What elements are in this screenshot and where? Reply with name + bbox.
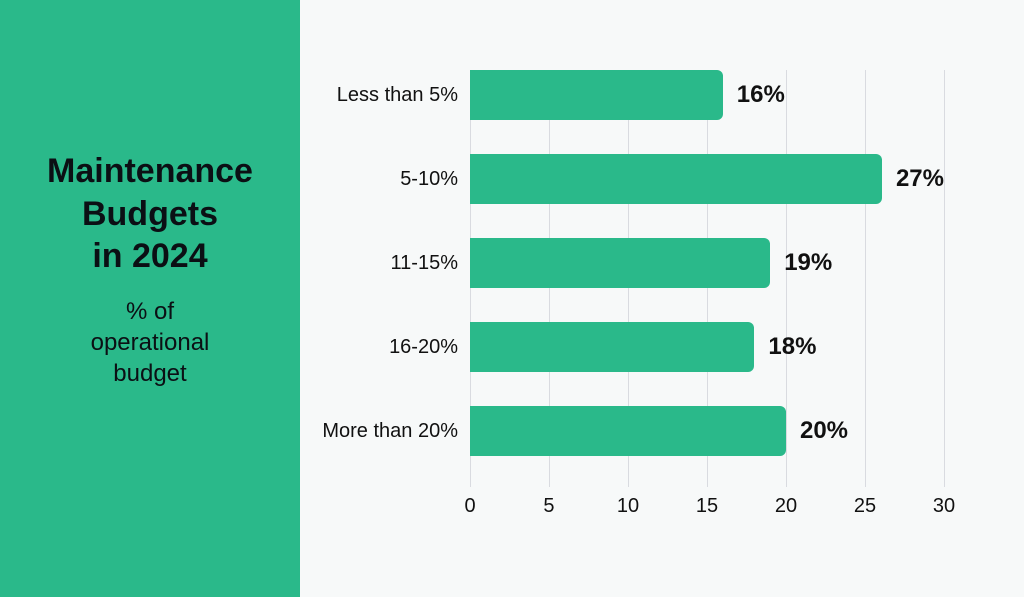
category-label: 16-20% <box>389 336 458 359</box>
gridline <box>944 70 945 487</box>
x-tick-label: 30 <box>933 495 955 518</box>
x-axis: 051015202530 <box>470 487 944 527</box>
bar-value-label: 16% <box>737 81 785 109</box>
bar <box>470 154 882 204</box>
left-panel: Maintenance Budgets in 2024 % of operati… <box>0 0 300 597</box>
subtitle-line-3: budget <box>113 360 186 387</box>
category-label: More than 20% <box>322 420 458 443</box>
title-line-3: in 2024 <box>92 237 207 275</box>
title-line-1: Maintenance <box>47 152 253 190</box>
bar-chart: Less than 5%16%5-10%27%11-15%19%16-20%18… <box>310 70 964 527</box>
category-label: 11-15% <box>391 252 458 275</box>
x-tick-label: 10 <box>617 495 639 518</box>
x-tick-label: 25 <box>854 495 876 518</box>
bar-row: Less than 5%16% <box>470 70 944 120</box>
category-label: Less than 5% <box>337 84 458 107</box>
bar <box>470 406 786 456</box>
category-label: 5-10% <box>400 168 458 191</box>
bar-row: 5-10%27% <box>470 154 944 204</box>
x-tick-label: 20 <box>775 495 797 518</box>
bar-value-label: 18% <box>768 333 816 361</box>
subtitle-line-2: operational <box>91 329 210 356</box>
chart-panel: Less than 5%16%5-10%27%11-15%19%16-20%18… <box>300 0 1024 597</box>
bar-value-label: 27% <box>896 165 944 193</box>
panel-title: Maintenance Budgets in 2024 <box>19 150 281 278</box>
bar <box>470 238 770 288</box>
x-tick-label: 15 <box>696 495 718 518</box>
bar-row: 11-15%19% <box>470 238 944 288</box>
panel-subtitle: % of operational budget <box>43 296 258 390</box>
plot-area: Less than 5%16% 5-10%27% 11-15%19% 16-20%18… <box>470 70 944 487</box>
x-tick-label: 5 <box>543 495 554 518</box>
bar-row: 16-20%18% <box>470 322 944 372</box>
x-tick-label: 0 <box>464 495 475 518</box>
subtitle-line-1: % of <box>126 298 174 325</box>
bar-value-label: 20% <box>800 417 848 445</box>
bar <box>470 70 723 120</box>
bar-row: More than 20%20% <box>470 406 944 456</box>
bar <box>470 322 754 372</box>
bar-value-label: 19% <box>784 249 832 277</box>
title-line-2: Budgets <box>82 195 218 233</box>
